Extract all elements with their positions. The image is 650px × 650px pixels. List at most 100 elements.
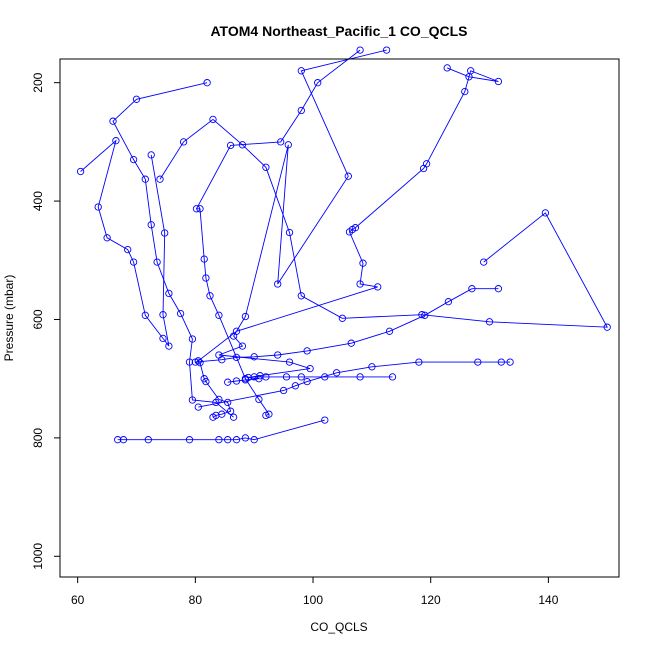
- data-point: [153, 258, 161, 266]
- y-tick-label: 400: [31, 191, 45, 211]
- data-point: [356, 46, 364, 54]
- data-point: [415, 358, 423, 366]
- y-tick-label: 200: [31, 72, 45, 92]
- data-point: [356, 280, 364, 288]
- data-point: [443, 64, 451, 72]
- data-point: [494, 77, 503, 86]
- data-point: [419, 164, 428, 173]
- data-point: [94, 203, 102, 211]
- data-point: [255, 375, 263, 383]
- series-line: [218, 49, 387, 383]
- data-point: [461, 87, 469, 96]
- data-point: [241, 312, 250, 321]
- data-point: [238, 141, 247, 149]
- data-point: [76, 167, 85, 176]
- series-line: [197, 67, 499, 418]
- y-axis-label: Pressure (mbar): [2, 275, 16, 362]
- data-point: [255, 395, 263, 404]
- data-point: [506, 358, 514, 366]
- data-point: [129, 258, 138, 266]
- data-point: [262, 411, 270, 420]
- data-point: [468, 285, 476, 293]
- data-point: [232, 436, 241, 444]
- data-point: [241, 376, 250, 384]
- series-7: [250, 373, 397, 381]
- series-8: [194, 358, 514, 411]
- data-point: [212, 398, 220, 407]
- data-point: [200, 255, 208, 263]
- data-point: [203, 79, 211, 87]
- data-point: [156, 175, 164, 183]
- series-5: [76, 137, 173, 350]
- data-point: [262, 163, 270, 171]
- data-point: [229, 413, 238, 421]
- data-point: [338, 314, 347, 322]
- data-point: [374, 283, 382, 291]
- data-point: [421, 311, 429, 319]
- series-4: [109, 79, 238, 421]
- data-point: [215, 436, 223, 444]
- data-point: [192, 205, 201, 213]
- data-point: [144, 436, 152, 444]
- data-point: [467, 67, 475, 75]
- data-point: [444, 298, 453, 306]
- data-point: [344, 172, 352, 180]
- data-point: [291, 382, 300, 390]
- data-point: [185, 436, 194, 444]
- data-point: [368, 363, 376, 371]
- data-point: [297, 67, 305, 75]
- data-point: [284, 141, 292, 149]
- series-6: [114, 416, 329, 444]
- data-point: [238, 342, 247, 350]
- data-point: [196, 205, 204, 213]
- data-point: [161, 229, 169, 237]
- data-point: [277, 138, 285, 146]
- data-point: [306, 364, 314, 373]
- data-point: [388, 373, 397, 381]
- data-point: [497, 358, 505, 366]
- data-point: [218, 356, 226, 364]
- y-axis: 200 400 600 800 1000: [31, 72, 61, 570]
- data-point: [232, 377, 241, 385]
- data-point: [159, 311, 167, 319]
- data-point: [332, 369, 341, 377]
- data-point: [147, 221, 155, 229]
- x-tick-label: 80: [189, 593, 203, 607]
- data-point: [141, 175, 149, 183]
- y-tick-label: 800: [31, 428, 45, 448]
- data-point: [124, 245, 132, 254]
- data-point: [159, 334, 167, 343]
- data-point: [191, 358, 199, 366]
- series-3: [215, 46, 391, 386]
- data-point: [297, 292, 305, 300]
- series-10: [191, 285, 503, 366]
- data-point: [250, 436, 258, 444]
- data-point: [176, 309, 185, 318]
- y-tick-label: 1000: [31, 543, 45, 570]
- x-tick-label: 60: [71, 593, 85, 607]
- data-point: [314, 79, 322, 87]
- series-1: [194, 64, 503, 421]
- series-line: [195, 49, 361, 416]
- data-point: [112, 137, 120, 145]
- data-point: [382, 46, 391, 54]
- data-point: [274, 280, 282, 288]
- data-point: [229, 332, 238, 340]
- data-point: [250, 373, 258, 381]
- x-axis: 60 80 100 120 140: [71, 576, 559, 607]
- data-point: [119, 436, 128, 444]
- series-line: [80, 139, 170, 347]
- data-point: [321, 416, 329, 424]
- data-point: [194, 403, 202, 411]
- data-point: [385, 327, 394, 335]
- data-point: [345, 228, 354, 236]
- data-point: [179, 138, 188, 146]
- series-line: [117, 419, 325, 441]
- chart-title: ATOM4 Northeast_Pacific_1 CO_QCLS: [210, 23, 467, 39]
- data-point: [103, 234, 111, 242]
- data-point: [185, 358, 194, 366]
- data-point: [303, 347, 311, 355]
- data-point: [297, 106, 305, 115]
- data-point: [285, 358, 294, 366]
- data-point: [232, 353, 241, 362]
